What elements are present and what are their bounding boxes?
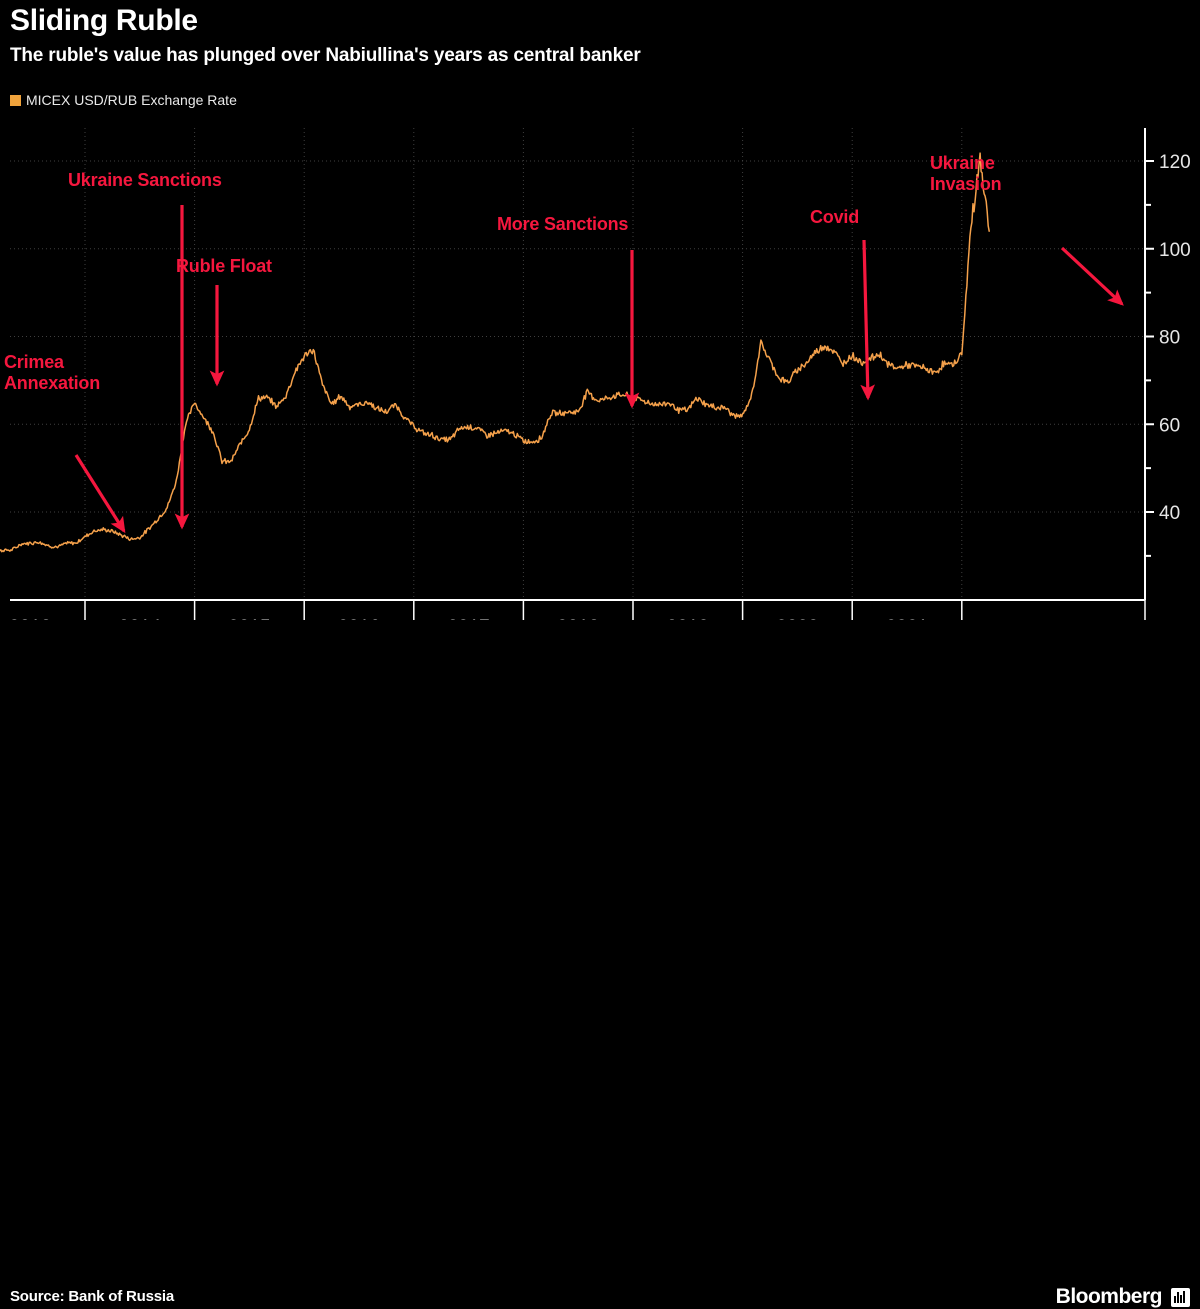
- page-subtitle: The ruble's value has plunged over Nabiu…: [10, 45, 641, 66]
- annotation-label-ukraine-sanctions: Ukraine Sanctions: [68, 170, 222, 191]
- bloomberg-logo-icon: [1171, 1288, 1190, 1307]
- x-tick-label: 2014: [119, 617, 162, 620]
- y-tick-label: 60: [1159, 415, 1180, 436]
- annotation-line: Invasion: [930, 174, 1002, 194]
- y-tick-label: 40: [1159, 503, 1180, 524]
- legend-color-swatch: [10, 94, 21, 106]
- annotation-line: Covid: [810, 207, 860, 227]
- annotation-line: Ruble Float: [176, 256, 272, 276]
- chart-footer: Source: Bank of Russia Bloomberg: [0, 640, 1200, 1308]
- x-tick-label: 2020: [776, 617, 818, 620]
- annotation-label-ruble-float: Ruble Float: [176, 256, 272, 277]
- chart-plot-area: 40 60 80 100 120 2013 2014 2015 2016 2017 2018 2019…: [0, 120, 1200, 620]
- page-title: Sliding Ruble: [10, 4, 198, 37]
- chart-page: Sliding Ruble The ruble's value has plun…: [0, 4, 1200, 1308]
- y-tick-label: 120: [1159, 152, 1191, 173]
- series-line-micex-usd-rub: [0, 152, 990, 553]
- annotation-label-more-sanctions: More Sanctions: [497, 214, 628, 235]
- line-chart-svg: 40 60 80 100 120 2013 2014 2015 2016 2017 2018 2019…: [0, 128, 1191, 620]
- annotation-line: Annexation: [4, 373, 101, 393]
- annotation-line: More Sanctions: [497, 214, 629, 234]
- annotation-label-covid: Covid: [810, 207, 859, 228]
- chart-legend: MICEX USD/RUB Exchange Rate: [10, 92, 237, 108]
- annotation-label-ukraine-invasion: Ukraine Invasion: [930, 153, 1002, 195]
- x-tick-label: 2019: [667, 617, 709, 620]
- y-tick-label: 80: [1159, 328, 1180, 349]
- x-tick-label: 2021: [886, 617, 928, 620]
- annotation-line: Ukraine Sanctions: [68, 170, 222, 190]
- source-note: Source: Bank of Russia: [10, 1288, 174, 1305]
- x-tick-label: 2015: [228, 617, 270, 620]
- annotation-line: Ukraine: [930, 153, 995, 173]
- x-tick-label: 2013: [9, 617, 51, 620]
- y-tick-label: 100: [1159, 240, 1191, 261]
- x-tick-label: 2016: [338, 617, 380, 620]
- bloomberg-wordmark: Bloomberg: [1055, 1285, 1163, 1308]
- annotation-line: Crimea: [4, 352, 64, 372]
- x-tick-label: 2017: [447, 617, 489, 620]
- legend-series-label: MICEX USD/RUB Exchange Rate: [26, 92, 237, 108]
- annotation-label-crimea-annexation: Crimea Annexation: [4, 352, 100, 394]
- x-tick-label: 2018: [557, 617, 599, 620]
